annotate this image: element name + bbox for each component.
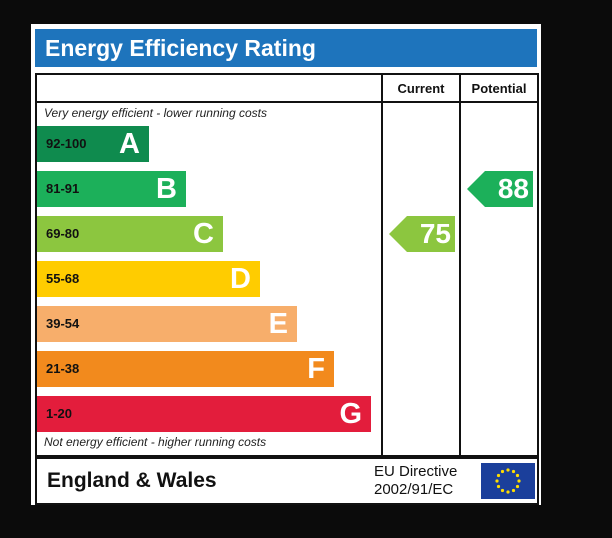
- header-row-divider: [37, 101, 537, 103]
- arrow-value: 75: [419, 218, 451, 249]
- band-range-label: 39-54: [46, 316, 80, 331]
- band-letter: G: [339, 398, 362, 430]
- potential-rating-arrow: 88: [467, 171, 533, 207]
- band-range-label: 92-100: [46, 136, 87, 151]
- rating-band-b: 81-91 B: [37, 171, 186, 207]
- rating-band-f: 21-38 F: [37, 351, 334, 387]
- band-range-label: 55-68: [46, 271, 80, 286]
- band-range-label: 21-38: [46, 361, 80, 376]
- eu-directive: EU Directive 2002/91/EC: [374, 463, 457, 499]
- band-letter: E: [268, 308, 288, 340]
- current-column-header: Current: [397, 81, 445, 96]
- arrow-shape: [389, 216, 455, 252]
- arrow-shape: [467, 171, 533, 207]
- country-label: England & Wales: [47, 469, 217, 492]
- current-rating-arrow: 75: [389, 216, 455, 252]
- band-range-label: 69-80: [46, 226, 80, 241]
- energy-rating-panel: Energy Efficiency Rating Current Potenti…: [31, 24, 541, 505]
- band-letter: C: [193, 218, 214, 250]
- band-letter: A: [119, 128, 140, 160]
- arrow-value: 88: [497, 173, 529, 204]
- band-letter: B: [156, 173, 177, 205]
- band-range-label: 81-91: [46, 181, 80, 196]
- eu-flag-icon: [481, 463, 535, 499]
- title-bar: Energy Efficiency Rating: [35, 29, 537, 67]
- rating-frame: Current Potential Very energy efficient …: [35, 73, 539, 457]
- rating-band-c: 69-80 C: [37, 216, 223, 252]
- rating-band-d: 55-68 D: [37, 261, 260, 297]
- band-letter: F: [307, 353, 325, 385]
- rating-band-e: 39-54 E: [37, 306, 297, 342]
- current-column-divider: [381, 75, 383, 455]
- rating-band-a: 92-100 A: [37, 126, 149, 162]
- top-note: Very energy efficient - lower running co…: [44, 106, 267, 120]
- bottom-note: Not energy efficient - higher running co…: [44, 435, 267, 449]
- directive-line-2: 2002/91/EC: [374, 481, 454, 498]
- directive-line-1: EU Directive: [374, 463, 458, 480]
- potential-column-header: Potential: [471, 81, 527, 96]
- chart-title: Energy Efficiency Rating: [45, 35, 316, 61]
- band-range-label: 1-20: [46, 406, 73, 421]
- band-letter: D: [230, 263, 251, 295]
- potential-column-divider: [459, 75, 461, 455]
- footer: England & Wales EU Directive 2002/91/EC: [35, 457, 539, 505]
- rating-band-g: 1-20 G: [37, 396, 371, 432]
